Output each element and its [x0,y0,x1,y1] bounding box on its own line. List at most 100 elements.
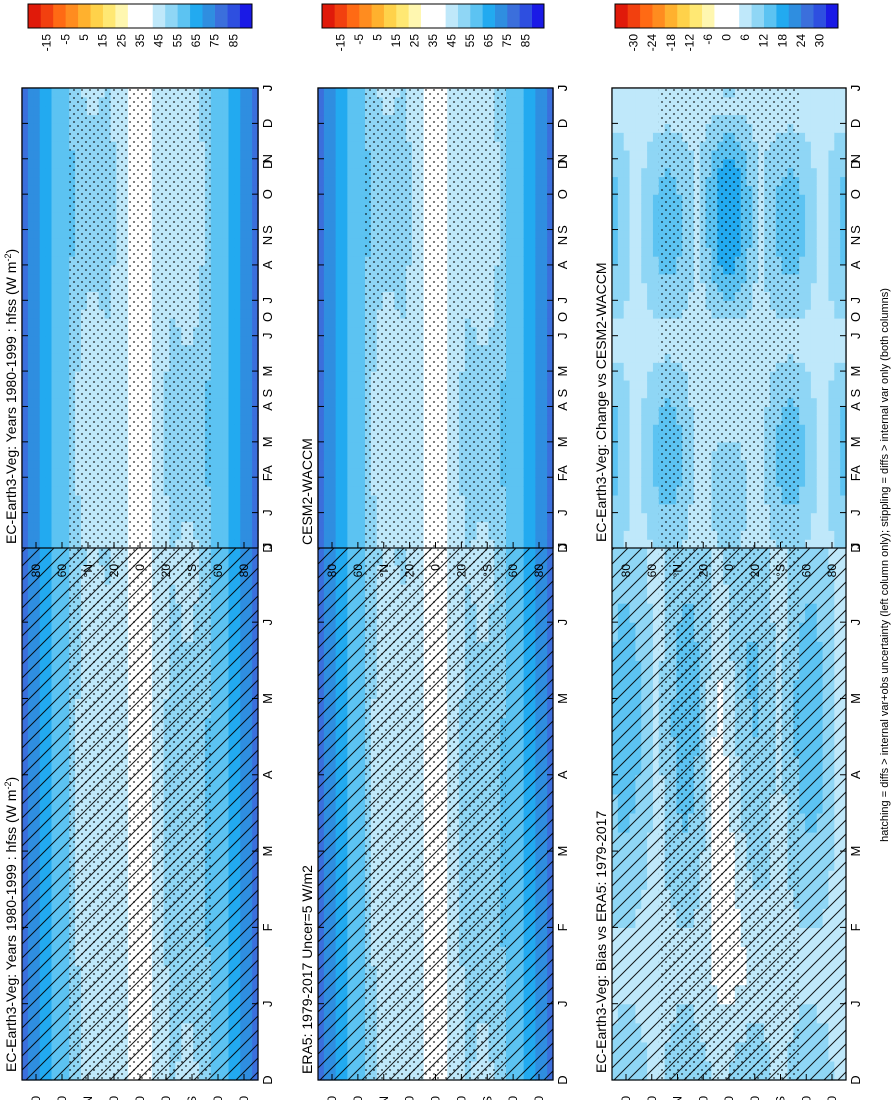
heatmap-cell [27,300,35,310]
heatmap-cell [51,494,58,505]
heatmap-cell [39,282,47,293]
heatmap-cell [234,238,241,248]
heatmap-cell [246,335,253,346]
heatmap-cell [45,388,53,399]
heatmap-cell [51,406,58,416]
heatmap-cell [252,185,259,195]
heatmap-cell [45,88,53,98]
heatmap-cell [222,105,230,116]
heatmap-cell [27,194,35,204]
heatmap-cell [51,539,58,549]
heatmap-cell [27,335,35,346]
heatmap-cell [234,477,241,487]
heatmap-cell [222,176,230,186]
heatmap-cell [234,371,241,381]
heatmap-cell [51,220,58,231]
heatmap-cell [57,388,64,399]
heatmap-cell [240,335,247,346]
heatmap-cell [45,114,53,124]
heatmap-cell [234,149,241,160]
heatmap-cell [57,264,64,275]
heatmap-cell [51,167,58,178]
heatmap-cell [39,203,47,213]
heatmap-cell [45,185,53,195]
heatmap-cell [27,211,35,222]
heatmap-cell [27,282,35,293]
heatmap-cell [57,335,64,346]
heatmap-cell [234,468,241,478]
heatmap-cell [57,318,64,328]
heatmap-cell [57,521,64,531]
heatmap-cell [57,88,64,98]
heatmap-cell [246,477,253,487]
heatmap-cell [51,318,58,328]
heatmap-cell [234,211,241,222]
heatmap-cell [228,371,235,381]
heatmap-cell [22,459,29,469]
heatmap-cell [234,441,241,452]
heatmap-cell [252,388,259,399]
heatmap-cell [210,158,218,169]
heatmap-cell [252,371,259,381]
heatmap-cell [234,114,241,124]
heatmap-cell [39,114,47,124]
heatmap-cell [63,335,70,346]
heatmap-cell [234,96,241,107]
heatmap-cell [63,486,70,496]
heatmap-cell [22,344,29,354]
heatmap-cell [216,406,224,416]
heatmap-cell [246,96,253,107]
heatmap-cell [246,88,253,98]
heatmap-cell [57,238,64,248]
heatmap-cell [33,256,41,266]
heatmap-cell [33,291,41,301]
heatmap-cell [240,450,247,461]
heatmap-cell [27,96,35,107]
heatmap-cell [216,203,224,213]
heatmap-cell [63,194,70,204]
heatmap-cell [216,309,224,319]
heatmap-cell [63,371,70,381]
heatmap-cell [39,397,47,408]
heatmap-cell [63,318,70,328]
heatmap-cell [51,503,58,514]
heatmap-cell [33,371,41,381]
heatmap-cell [240,406,247,416]
heatmap-cell [240,158,247,169]
heatmap-cell [228,441,235,452]
heatmap-cell [33,105,41,116]
heatmap-cell [39,211,47,222]
heatmap-cell [27,353,35,363]
heatmap-cell [45,141,53,151]
month-label: F [260,923,275,931]
heatmap-cell [234,362,241,372]
heatmap-cell [33,379,41,390]
heatmap-cell [33,468,41,478]
heatmap-cell [246,176,253,186]
heatmap-cell [22,105,29,116]
heatmap-cell [63,158,70,169]
heatmap-cell [252,149,259,160]
heatmap-cell [33,167,41,178]
heatmap-cell [210,149,218,160]
heatmap-cell [45,309,53,319]
heatmap-cell [57,344,64,354]
heatmap-cell [45,494,53,505]
heatmap-cell [51,123,58,133]
heatmap-cell [27,123,35,133]
heatmap-cell [22,494,29,505]
heatmap-cell [216,486,224,496]
heatmap-cell [45,521,53,531]
heatmap-cell [228,459,235,469]
heatmap-cell [222,247,230,257]
heatmap-cell [22,415,29,425]
month-label: M [260,846,275,857]
lat-label: °S [185,564,199,577]
heatmap-cell [27,415,35,425]
heatmap-cell [216,539,224,549]
heatmap-cell [63,459,70,469]
heatmap-cell [27,468,35,478]
month-label: M [260,693,275,704]
heatmap-cell [240,486,247,496]
heatmap-cell [63,132,70,142]
